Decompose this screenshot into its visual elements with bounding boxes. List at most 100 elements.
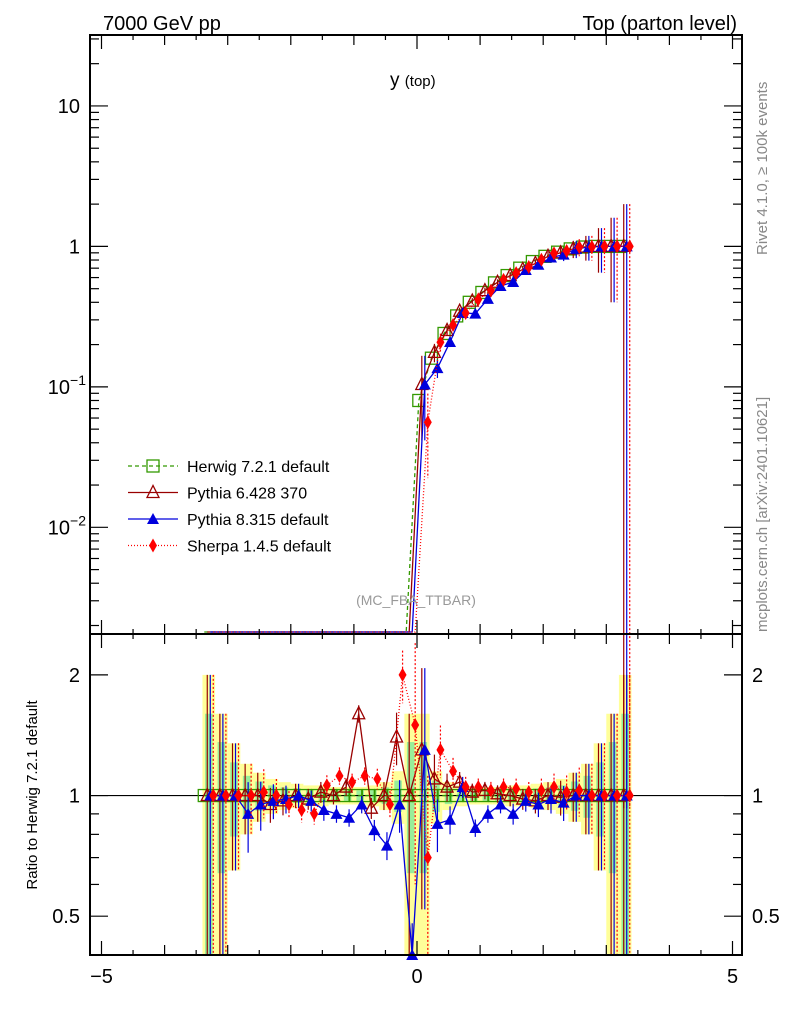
ratio-point-sherpa-3: [411, 717, 420, 732]
ratio-point-pythia-1: [465, 783, 480, 798]
ratio-point-pythia-2: [343, 811, 356, 823]
main-point-sherpa-3: [613, 239, 622, 254]
ratio-point-pythia-1: [402, 787, 417, 802]
ratio-point-sherpa-3: [209, 788, 218, 803]
ratio-point-sherpa-3: [322, 778, 331, 793]
main-point-herwig-0: [475, 285, 489, 300]
ratio-point-pythia-2: [330, 807, 343, 819]
main-point-sherpa-3: [550, 246, 559, 261]
main-point-pythia-1: [427, 343, 442, 359]
ratio-point-sherpa-3: [335, 768, 344, 783]
ratio-point-sherpa-3: [550, 780, 559, 795]
main-point-sherpa-3: [562, 243, 571, 258]
ratio-point-pythia-2: [570, 789, 583, 801]
title-sub: (top): [405, 73, 436, 90]
y-tick-exponent: −1: [70, 372, 86, 388]
main-point-pythia-2: [444, 335, 457, 347]
legend: Herwig 7.2.1 default Pythia 6.428 370 Pyth…: [128, 459, 332, 556]
ratio-point-pythia-1: [364, 799, 379, 814]
main-point-sherpa-3: [524, 259, 533, 274]
band-green: [621, 713, 630, 955]
main-point-sherpa-3: [587, 240, 596, 255]
ratio-point-sherpa-3: [423, 850, 432, 865]
y-tick-base: 10: [48, 517, 70, 539]
ratio-y-tick-label: 1: [752, 786, 763, 808]
ratio-point-sherpa-3: [310, 806, 319, 821]
header-right: Top (parton level): [582, 13, 737, 35]
legend-marker-icon: [147, 513, 159, 524]
ratio-point-pythia-2: [380, 839, 393, 851]
y-tick-base: 1: [69, 236, 80, 258]
analysis-label: (MC_FBA_TTBAR): [356, 592, 476, 608]
ratio-y-tick-label: 2: [752, 665, 763, 687]
ratio-point-sherpa-3: [613, 788, 622, 803]
ratio-point-sherpa-3: [234, 788, 243, 803]
ratio-point-pythia-1: [313, 783, 328, 798]
main-point-sherpa-3: [575, 240, 584, 255]
axes-frames: [89, 34, 743, 956]
ratio-point-sherpa-3: [575, 783, 584, 798]
band-green: [242, 775, 251, 818]
ratio-point-sherpa-3: [360, 768, 369, 783]
ratio-point-pythia-1: [439, 778, 455, 793]
legend-marker-icon: [146, 459, 160, 473]
y-tick-base: 10: [48, 377, 70, 399]
ratio-point-sherpa-3: [537, 783, 546, 798]
x-tick-label: 0: [411, 966, 422, 988]
ratio-point-sherpa-3: [474, 780, 483, 795]
ratio-point-pythia-2: [532, 798, 545, 810]
legend-entry: Pythia 8.315 default: [128, 512, 329, 529]
plot-title: y (top): [390, 70, 436, 91]
y-tick-label: 10: [58, 96, 80, 118]
ratio-point-sherpa-3: [524, 785, 533, 800]
ratio-point-sherpa-3: [436, 742, 445, 757]
ratio-point-pythia-2: [305, 794, 318, 806]
main-point-sherpa-3: [537, 252, 546, 267]
main-point-pythia-2: [532, 258, 545, 270]
legend-label: Sherpa 1.4.5 default: [187, 539, 332, 556]
main-point-pythia-2: [431, 362, 444, 374]
main-point-sherpa-3: [625, 239, 634, 254]
ratio-point-pythia-1: [351, 705, 366, 720]
ratio-line-sherpa-3: [213, 674, 630, 858]
band-green: [217, 742, 226, 874]
main-point-herwig-0: [437, 326, 451, 341]
band-green: [432, 780, 440, 812]
ratio-point-pythia-2: [444, 813, 457, 825]
y-tick-base: 10: [58, 96, 80, 118]
ratio-plot-frame: [89, 633, 743, 956]
band-green: [419, 742, 428, 874]
ratio-line-pythia-2: [210, 749, 627, 956]
ratio-point-sherpa-3: [259, 785, 268, 800]
legend-entry: Sherpa 1.4.5 default: [128, 538, 332, 556]
ratio-y-tick-label: 1: [69, 786, 80, 808]
ratio-point-pythia-1: [326, 787, 341, 802]
y-tick-label: 1: [69, 236, 80, 258]
ratio-y-tick-label: 0.5: [752, 906, 780, 928]
ratio-point-sherpa-3: [499, 780, 508, 795]
main-line-sherpa-3: [213, 245, 630, 633]
ratio-point-pythia-1: [376, 787, 392, 802]
ratio-bands: [202, 674, 632, 955]
ratio-point-sherpa-3: [600, 788, 609, 803]
main-point-sherpa-3: [436, 335, 445, 350]
band-green: [608, 742, 617, 874]
band-green: [406, 742, 415, 874]
ratio-y-tick-label: 0.5: [52, 906, 80, 928]
y-tick-label: 10−2: [48, 512, 86, 539]
ratio-point-sherpa-3: [562, 785, 571, 800]
band-green: [394, 780, 402, 812]
side-rivet-label: Rivet 4.1.0, ≥ 100k events: [754, 82, 771, 255]
ratio-point-sherpa-3: [284, 797, 293, 812]
main-point-pythia-1: [439, 322, 455, 337]
ratio-y-tick-label: 2: [69, 665, 80, 687]
ratio-point-pythia-2: [393, 798, 406, 810]
ratio-point-pythia-2: [317, 804, 330, 816]
ratio-point-pythia-2: [355, 798, 368, 810]
ratio-point-pythia-2: [481, 807, 494, 819]
ratio-point-pythia-2: [292, 789, 305, 801]
main-point-sherpa-3: [600, 239, 609, 254]
main-point-sherpa-3: [423, 415, 432, 430]
y-tick-exponent: −2: [70, 512, 86, 528]
